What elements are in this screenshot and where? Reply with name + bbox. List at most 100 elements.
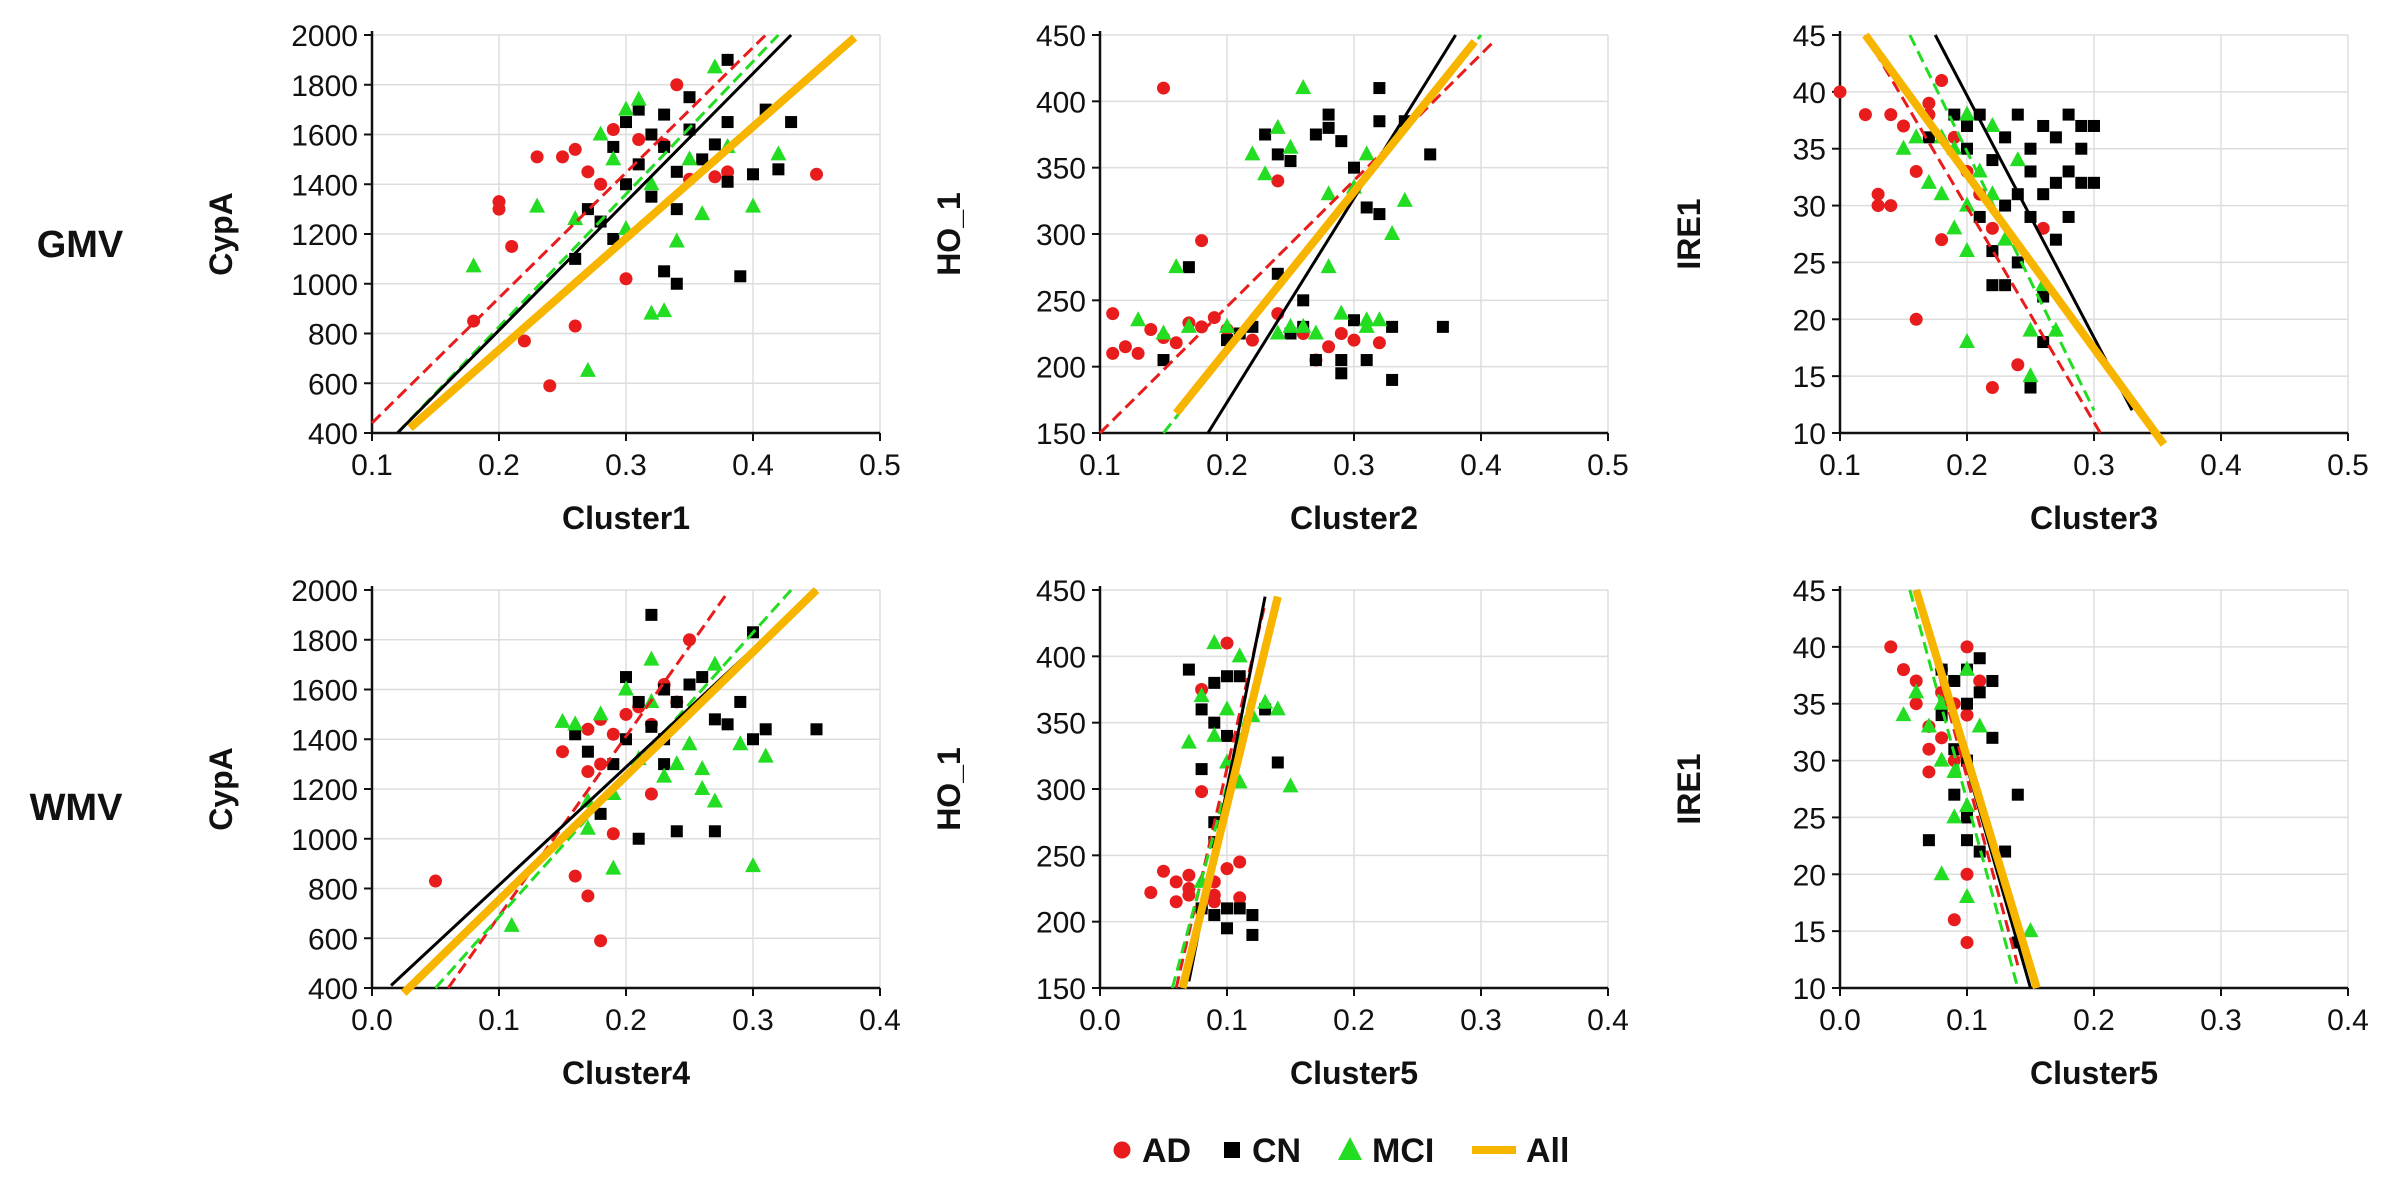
point-mci	[706, 58, 723, 74]
y-axis-title: IRE1	[1671, 753, 1707, 824]
y-tick-label: 600	[308, 368, 358, 401]
fit-line-all	[407, 34, 858, 432]
point-cn	[1999, 279, 2012, 292]
point-mci	[1333, 304, 1350, 320]
point-cn	[620, 671, 632, 684]
point-mci	[2022, 367, 2039, 383]
point-cn	[1999, 199, 2012, 212]
point-cn	[1961, 697, 1973, 710]
point-cn	[620, 178, 632, 191]
point-mci	[618, 100, 634, 116]
point-ad	[1169, 336, 1183, 350]
point-mci	[745, 857, 761, 873]
point-cn	[1424, 148, 1437, 161]
point-mci	[1358, 317, 1375, 333]
point-ad	[644, 787, 658, 801]
panels: 0.1 0.2 0.3 0.4 0.5 400 600 800 1000 1200 1400 1600…	[203, 20, 2369, 1091]
point-ad	[1909, 697, 1923, 711]
x-tick-label: 0.1	[351, 449, 393, 482]
point-ad	[606, 827, 620, 841]
point-cn	[569, 728, 582, 741]
x-tick-label: 0.1	[1079, 449, 1121, 482]
y-tick-label: 25	[1793, 802, 1826, 835]
point-cn	[2062, 165, 2075, 178]
point-ad	[1858, 108, 1872, 122]
point-ad	[2011, 358, 2025, 372]
point-ad	[1985, 381, 1999, 395]
point-ad	[517, 334, 531, 348]
point-mci	[1946, 219, 1963, 235]
x-tick-label: 0.2	[1946, 449, 1988, 482]
point-cn	[1271, 756, 1284, 769]
point-ad	[581, 165, 595, 179]
y-tick-label: 20	[1793, 304, 1826, 337]
legend-marker	[1338, 1137, 1362, 1160]
point-cn	[670, 165, 683, 178]
point-mci	[681, 150, 698, 166]
point-mci	[1933, 185, 1950, 201]
point-mci	[668, 232, 685, 248]
point-ad	[1322, 340, 1336, 354]
point-mci	[1959, 242, 1975, 258]
point-mci	[567, 715, 584, 731]
point-mci	[1130, 311, 1147, 327]
fit-line-cn	[1206, 34, 1457, 434]
panel-top-left: 0.1 0.2 0.3 0.4 0.5 400 600 800 1000 1200 1400 1600…	[203, 20, 901, 536]
point-mci	[1206, 726, 1223, 742]
point-cn	[1208, 909, 1221, 922]
point-ad	[581, 889, 595, 903]
y-tick-label: 1400	[291, 724, 358, 757]
point-cn	[1948, 674, 1961, 687]
point-ad	[1884, 199, 1898, 213]
point-ad	[543, 379, 557, 393]
point-ad	[1169, 875, 1183, 889]
legend-item-cn: CN	[1224, 1132, 1301, 1170]
point-ad	[594, 934, 608, 948]
point-ad	[1182, 888, 1196, 902]
fit-line-ad	[370, 33, 767, 425]
x-tick-label: 0.4	[2327, 1004, 2369, 1037]
point-ad	[1833, 85, 1847, 99]
y-tick-label: 400	[1036, 641, 1086, 674]
point-ad	[606, 123, 620, 137]
point-ad	[1960, 640, 1974, 654]
point-cn	[747, 168, 759, 181]
point-cn	[658, 140, 671, 153]
y-tick-label: 1400	[291, 169, 358, 202]
point-ad	[1935, 233, 1949, 247]
point-mci	[1295, 317, 1312, 333]
point-cn	[1309, 128, 1322, 141]
point-mci	[605, 859, 622, 875]
point-cn	[772, 163, 785, 176]
point-cn	[1335, 135, 1348, 148]
y-tick-label: 300	[1036, 774, 1086, 807]
point-cn	[1246, 928, 1259, 941]
point-ad	[1947, 913, 1961, 927]
point-cn	[747, 733, 759, 746]
point-ad	[1182, 868, 1196, 882]
fit-line-all	[1173, 39, 1478, 416]
point-ad	[1195, 234, 1209, 248]
legend-label: CN	[1252, 1132, 1301, 1170]
point-cn	[2011, 256, 2024, 269]
y-tick-label: 35	[1793, 689, 1826, 722]
point-cn	[2037, 188, 2050, 201]
fit-line-all	[1862, 32, 2168, 447]
fit-line-ad	[1864, 34, 2102, 434]
point-mci	[1320, 185, 1337, 201]
point-cn	[2075, 176, 2088, 189]
x-axis-title: Cluster4	[562, 1055, 690, 1091]
y-axis-title: CypA	[203, 747, 239, 831]
point-cn	[2024, 381, 2037, 394]
panel-top-right: 0.1 0.2 0.3 0.4 0.5 10 15 20 25 30 35 40 45 Cluster3 I…	[1671, 20, 2369, 536]
x-tick-label: 0.1	[1946, 1004, 1988, 1037]
point-cn	[632, 103, 645, 116]
y-tick-label: 400	[308, 418, 358, 451]
point-cn	[1157, 354, 1170, 367]
point-cn	[2075, 119, 2088, 132]
point-ad	[1897, 663, 1910, 677]
point-mci	[605, 150, 622, 166]
point-ad	[530, 150, 544, 164]
x-tick-label: 0.3	[2200, 1004, 2242, 1037]
